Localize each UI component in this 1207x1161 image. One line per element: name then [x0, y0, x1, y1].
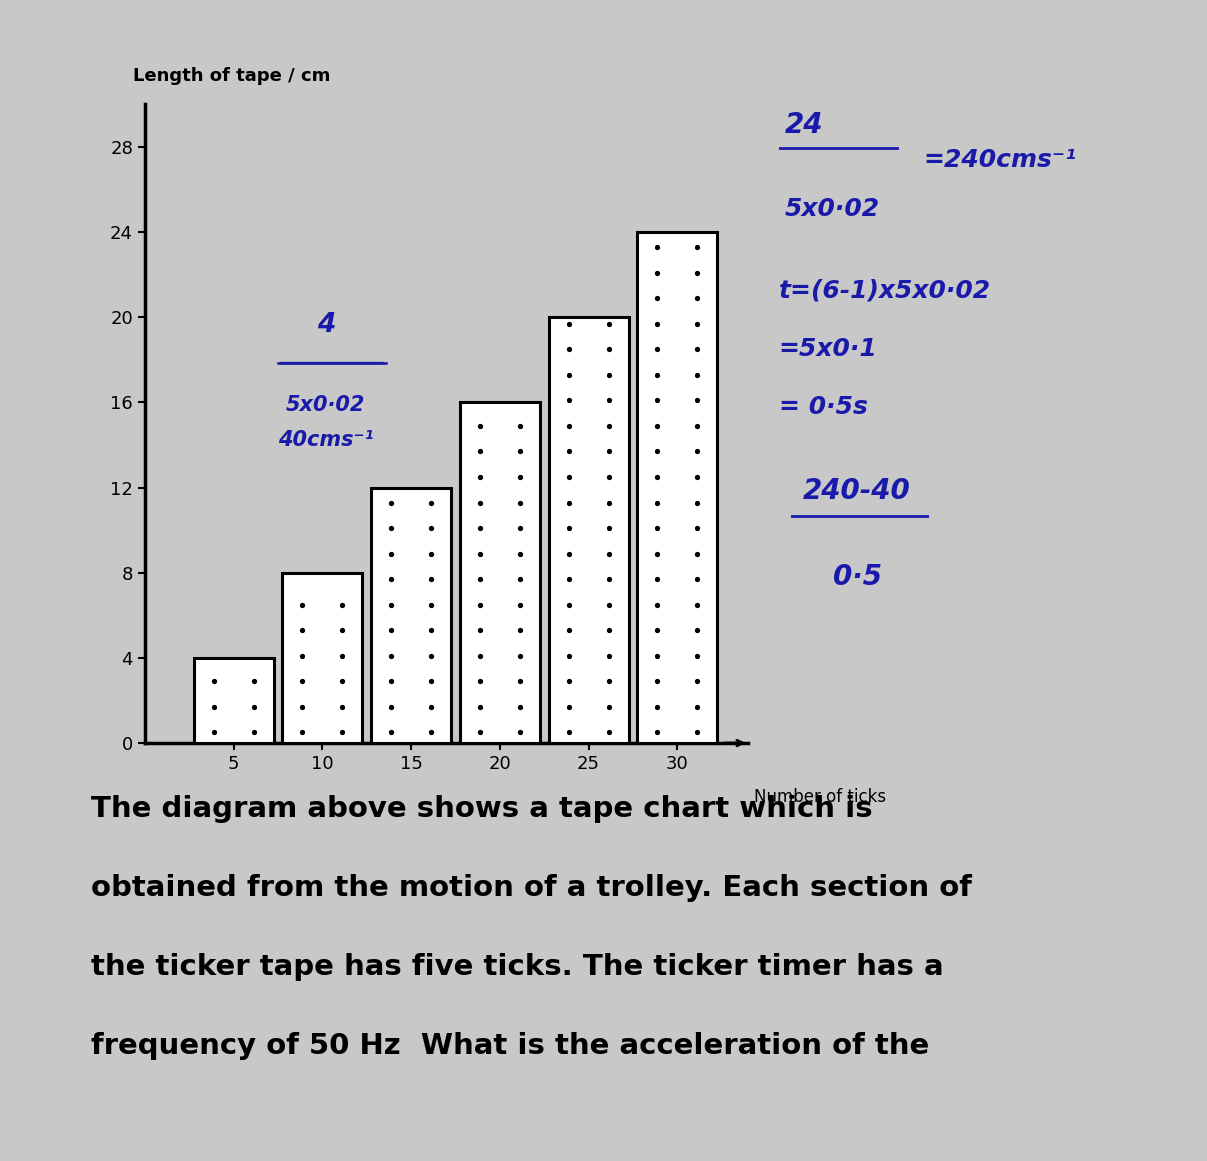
Text: 240-40: 240-40: [803, 477, 910, 505]
Bar: [549, 317, 629, 743]
Text: t=(6-1)x5x0·02: t=(6-1)x5x0·02: [779, 279, 991, 303]
Text: the ticker tape has five ticks. The ticker timer has a: the ticker tape has five ticks. The tick…: [91, 953, 943, 981]
Bar: [372, 488, 451, 743]
Bar: [193, 658, 274, 743]
Bar: [460, 403, 540, 743]
Bar: [282, 572, 362, 743]
Text: 5x0·02: 5x0·02: [286, 395, 366, 414]
Text: 24: 24: [785, 111, 823, 139]
Text: Number of ticks: Number of ticks: [754, 788, 886, 806]
Text: =240cms⁻¹: =240cms⁻¹: [923, 149, 1077, 172]
Text: =5x0·1: =5x0·1: [779, 337, 877, 361]
Text: frequency of 50 Hz  What is the acceleration of the: frequency of 50 Hz What is the accelerat…: [91, 1032, 928, 1060]
Text: Length of tape / cm: Length of tape / cm: [133, 67, 331, 86]
Text: = 0·5s: = 0·5s: [779, 395, 868, 419]
Text: 4: 4: [316, 311, 336, 338]
Text: 0·5: 0·5: [833, 563, 882, 591]
Text: The diagram above shows a tape chart which is: The diagram above shows a tape chart whi…: [91, 795, 873, 823]
Text: 40cms⁻¹: 40cms⁻¹: [278, 430, 374, 450]
Text: obtained from the motion of a trolley. Each section of: obtained from the motion of a trolley. E…: [91, 874, 972, 902]
Bar: [637, 232, 717, 743]
Text: 5x0·02: 5x0·02: [785, 197, 880, 222]
